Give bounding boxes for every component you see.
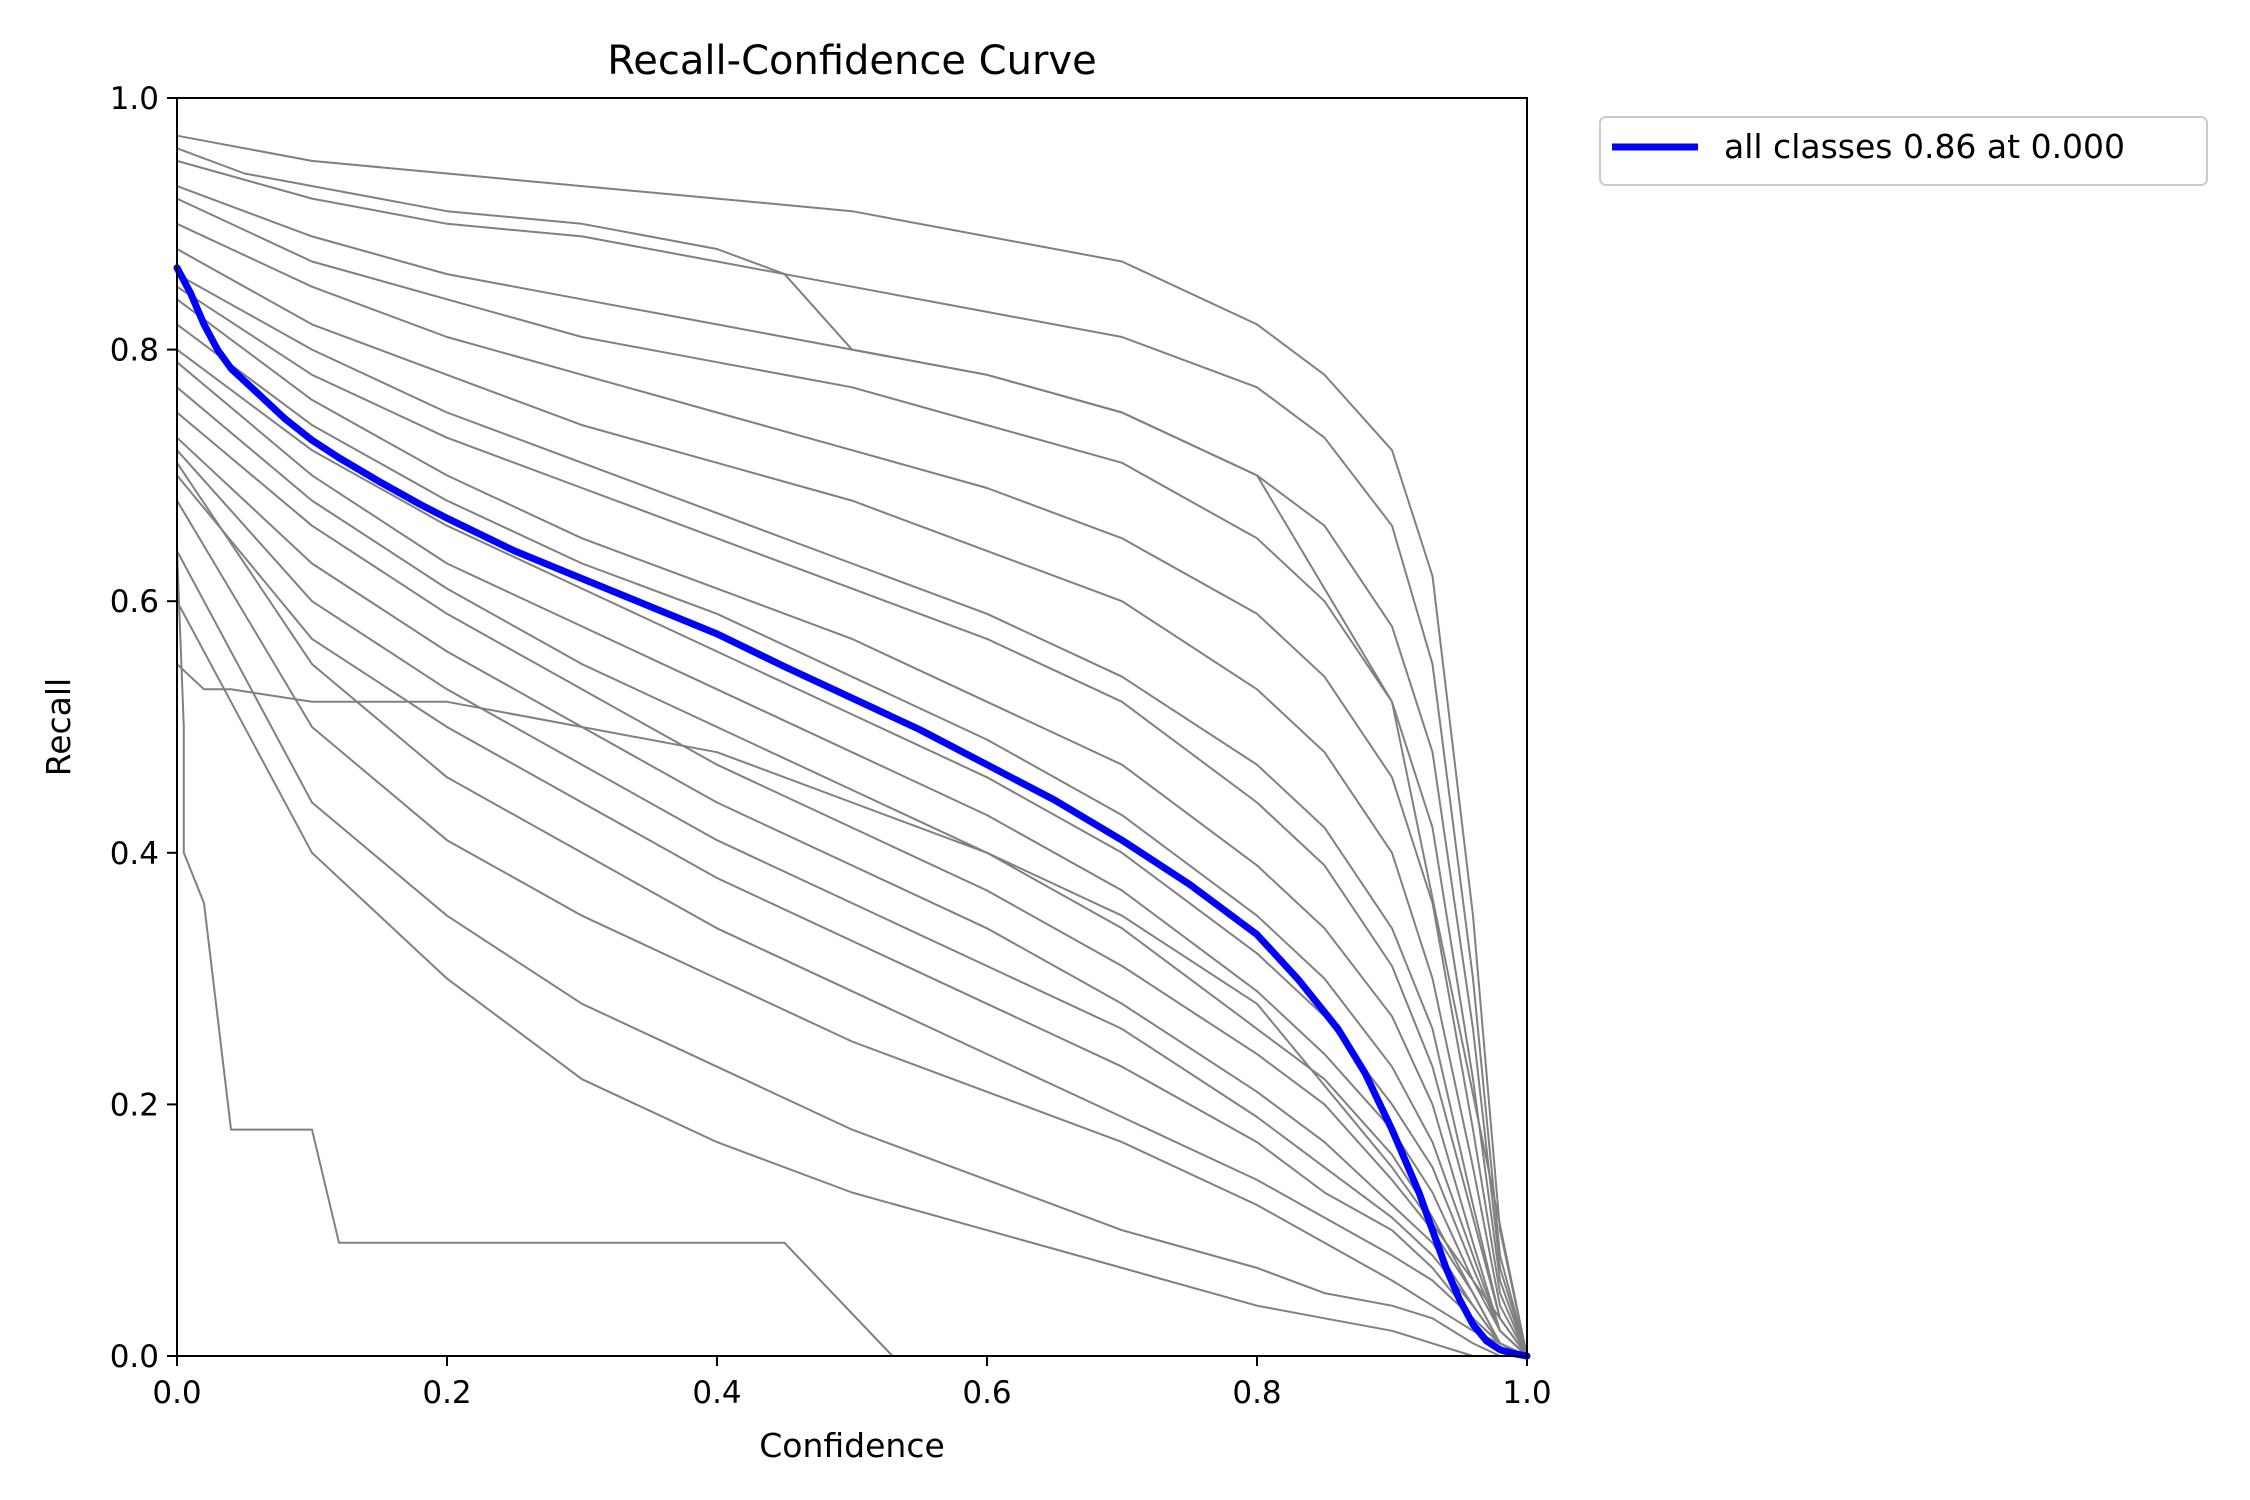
class-curve-9 [176, 298, 1528, 1357]
class-curve-1 [176, 134, 1528, 1357]
y-tick-label: 0.0 [110, 1339, 159, 1375]
x-tick-label: 0.0 [152, 1375, 201, 1411]
class-curve-12 [176, 361, 1528, 1357]
y-tick-label: 0.2 [110, 1087, 159, 1123]
class-curve-6 [176, 248, 1528, 1357]
x-tick-label: 0.6 [962, 1375, 1011, 1411]
class-curve-13 [176, 386, 1528, 1357]
class-curves-group [176, 134, 1528, 1357]
class-curve-18 [176, 462, 1528, 1357]
legend-label-all-classes: all classes 0.86 at 0.000 [1724, 127, 2125, 166]
chart-title: Recall-Confidence Curve [607, 38, 1096, 84]
y-tick-label: 0.4 [110, 836, 159, 872]
series-group [173, 264, 1531, 1360]
legend-box [1599, 116, 2208, 186]
class-curve-16 [176, 449, 1528, 1357]
y-tick-label: 1.0 [110, 81, 159, 117]
class-curve-22 [176, 147, 1528, 1357]
x-tick-label: 0.2 [422, 1375, 471, 1411]
series-line-all-classes [173, 264, 1531, 1360]
x-tick-label: 0.4 [692, 1375, 741, 1411]
class-curve-10 [176, 323, 1528, 1357]
x-tick-label: 0.8 [1232, 1375, 1281, 1411]
y-tick-label: 0.6 [110, 584, 159, 620]
class-curve-15 [176, 436, 1528, 1357]
class-curve-19 [176, 500, 1528, 1357]
class-curve-20 [176, 550, 1527, 1357]
class-curve-23 [176, 663, 1528, 1357]
class-curve-4 [176, 197, 1528, 1357]
x-axis-ticks: 0.0 0.2 0.4 0.6 0.8 1.0 [152, 1356, 1552, 1411]
class-curve-24 [176, 550, 1527, 1357]
class-curve-7 [176, 273, 1528, 1357]
y-tick-label: 0.8 [110, 333, 159, 369]
class-curve-2 [176, 159, 1528, 1357]
legend: all classes 0.86 at 0.000 [1599, 116, 2208, 186]
class-curve-11 [176, 348, 1528, 1357]
x-tick-label: 1.0 [1502, 1375, 1551, 1411]
y-axis-title: Recall [39, 678, 78, 776]
class-curve-3 [176, 185, 1528, 1357]
class-curve-8 [176, 285, 1528, 1357]
class-curve-5 [176, 222, 1528, 1357]
plot-frame [176, 97, 1528, 1357]
y-axis-ticks: 0.0 0.2 0.4 0.6 0.8 1.0 [110, 81, 177, 1375]
class-curve-14 [176, 411, 1528, 1357]
x-axis-title: Confidence [759, 1426, 945, 1465]
class-curve-21 [176, 600, 1527, 1357]
